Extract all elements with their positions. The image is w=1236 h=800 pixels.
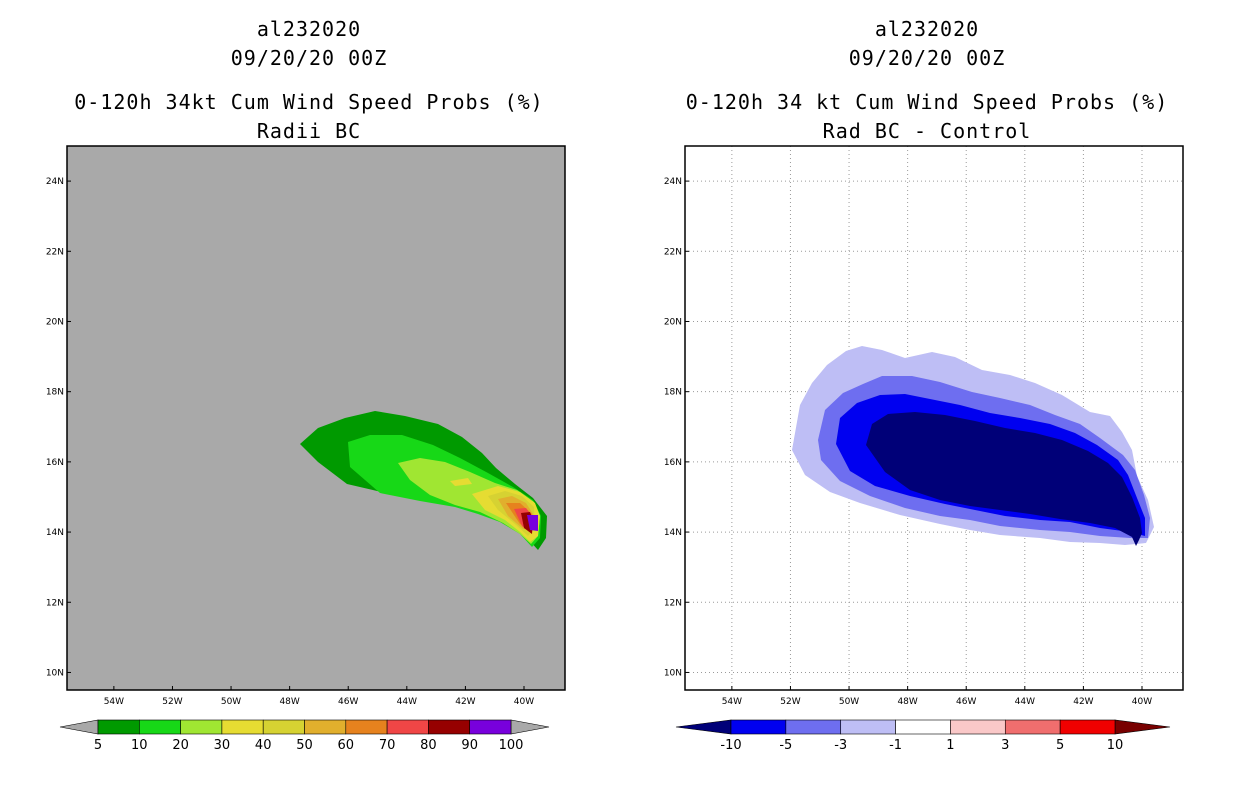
lon-tick-label: 48W (897, 697, 917, 707)
lat-tick-label: 22N (46, 247, 64, 257)
colorbar-segment (97, 719, 140, 735)
lat-tick-label: 24N (46, 177, 64, 187)
colorbar-under-arrow (59, 719, 99, 735)
left-map-frame (66, 145, 566, 691)
lat-tick-label: 12N (46, 598, 64, 608)
lon-tick-label: 46W (338, 697, 358, 707)
colorbar-label: 10 (1107, 738, 1124, 753)
left-probability-contours (300, 411, 547, 550)
lat-tick-label: 10N (46, 668, 64, 678)
left-title-variant: Radii BC (256, 119, 362, 143)
left-chart-title: al232020 09/20/20 00Z 0-120h 34kt Cum Wi… (0, 15, 618, 146)
colorbar-segment (469, 719, 512, 735)
colorbar-segment (840, 719, 896, 735)
left-colorbar: 5 10 20 30 40 50 60 70 80 90 100 (59, 719, 550, 753)
lat-tick-label: 24N (664, 177, 682, 187)
lat-tick-label: 18N (46, 388, 64, 398)
contour-minus-10 (866, 412, 1142, 546)
colorbar-segment (139, 719, 181, 735)
contour-90pct (527, 515, 538, 531)
colorbar-label: 20 (172, 738, 189, 753)
colorbar-label: 30 (214, 738, 231, 753)
lon-tick-label: 42W (455, 697, 475, 707)
right-map-frame (684, 145, 1184, 691)
colorbar-label: 1 (946, 738, 954, 753)
lon-tick-label: 54W (104, 697, 124, 707)
colorbar-label: 40 (255, 738, 272, 753)
lon-tick-label: 48W (279, 697, 299, 707)
lat-tick-label: 16N (46, 458, 64, 468)
colorbar-segment (221, 719, 264, 735)
lon-tick-label: 50W (221, 697, 241, 707)
right-map-panel: 10N 12N 14N 16N 18N 20N 22N 24N 54W 52W 50W 48W 46W… (664, 145, 1184, 753)
right-lon-axis: 54W 52W 50W 48W 46W 44W 42W 40W (722, 686, 1152, 707)
lat-tick-label: 10N (664, 668, 682, 678)
colorbar-label: -1 (889, 738, 902, 753)
colorbar-segment (262, 719, 305, 735)
colorbar-label: 70 (379, 738, 396, 753)
lon-tick-label: 50W (839, 697, 859, 707)
colorbar-segment (785, 719, 842, 735)
colorbar-label: 50 (296, 738, 313, 753)
right-title-variant: Rad BC - Control (822, 119, 1032, 143)
lat-tick-label: 18N (664, 388, 682, 398)
colorbar-segment (1004, 719, 1061, 735)
colorbar-segment (730, 719, 787, 735)
colorbar-segment (304, 719, 347, 735)
left-lon-axis: 54W 52W 50W 48W 46W 44W 42W 40W (104, 686, 534, 707)
lon-tick-label: 46W (956, 697, 976, 707)
colorbar-label: 100 (499, 738, 524, 753)
colorbar-label: -5 (779, 738, 792, 753)
colorbar-segment (386, 719, 429, 735)
lat-tick-label: 20N (46, 317, 64, 327)
contour-30pct (450, 478, 472, 486)
right-difference-contours (792, 346, 1154, 546)
colorbar-segment (428, 719, 470, 735)
left-map-panel: 10N 12N 14N 16N 18N 20N 22N 24N 54W 52W 50W 48W 46W… (46, 145, 566, 753)
left-title-date: 09/20/20 00Z (230, 46, 388, 70)
lon-tick-label: 54W (722, 697, 742, 707)
lat-tick-label: 12N (664, 598, 682, 608)
lon-tick-label: 52W (780, 697, 800, 707)
lat-tick-label: 14N (46, 528, 64, 538)
colorbar-label: 60 (338, 738, 355, 753)
colorbar-segment (345, 719, 388, 735)
colorbar-over-arrow (1114, 719, 1171, 735)
right-title-storm: al232020 (874, 17, 980, 41)
lon-tick-label: 40W (1132, 697, 1152, 707)
lon-tick-label: 52W (162, 697, 182, 707)
colorbar-label: -10 (720, 738, 741, 753)
right-title-product: 0-120h 34 kt Cum Wind Speed Probs (%) (685, 90, 1169, 114)
left-title-product: 0-120h 34kt Cum Wind Speed Probs (%) (74, 90, 544, 114)
lon-tick-label: 44W (1015, 697, 1035, 707)
colorbar-label: 5 (94, 738, 102, 753)
colorbar-label: 10 (131, 738, 148, 753)
colorbar-label: 80 (420, 738, 437, 753)
colorbar-under-arrow (675, 719, 732, 735)
lon-tick-label: 44W (397, 697, 417, 707)
colorbar-segment (950, 719, 1006, 735)
left-title-storm: al232020 (256, 17, 362, 41)
lat-tick-label: 20N (664, 317, 682, 327)
colorbar-label: 90 (461, 738, 478, 753)
lat-tick-label: 14N (664, 528, 682, 538)
contour-20pct (398, 458, 540, 544)
colorbar-segment (1059, 719, 1116, 735)
colorbar-label: 5 (1056, 738, 1064, 753)
lon-tick-label: 42W (1073, 697, 1093, 707)
right-colorbar: -10 -5 -3 -1 1 3 5 10 (675, 719, 1171, 753)
left-map-background (67, 146, 565, 690)
lat-tick-label: 22N (664, 247, 682, 257)
colorbar-segment (895, 719, 951, 735)
lat-tick-label: 16N (664, 458, 682, 468)
lon-tick-label: 40W (514, 697, 534, 707)
colorbar-over-arrow (510, 719, 550, 735)
right-title-date: 09/20/20 00Z (848, 46, 1006, 70)
colorbar-label: 3 (1001, 738, 1009, 753)
colorbar-label: -3 (834, 738, 847, 753)
colorbar-segment (180, 719, 223, 735)
right-chart-title: al232020 09/20/20 00Z 0-120h 34 kt Cum W… (618, 15, 1236, 146)
right-lat-axis: 10N 12N 14N 16N 18N 20N 22N 24N (664, 177, 689, 678)
